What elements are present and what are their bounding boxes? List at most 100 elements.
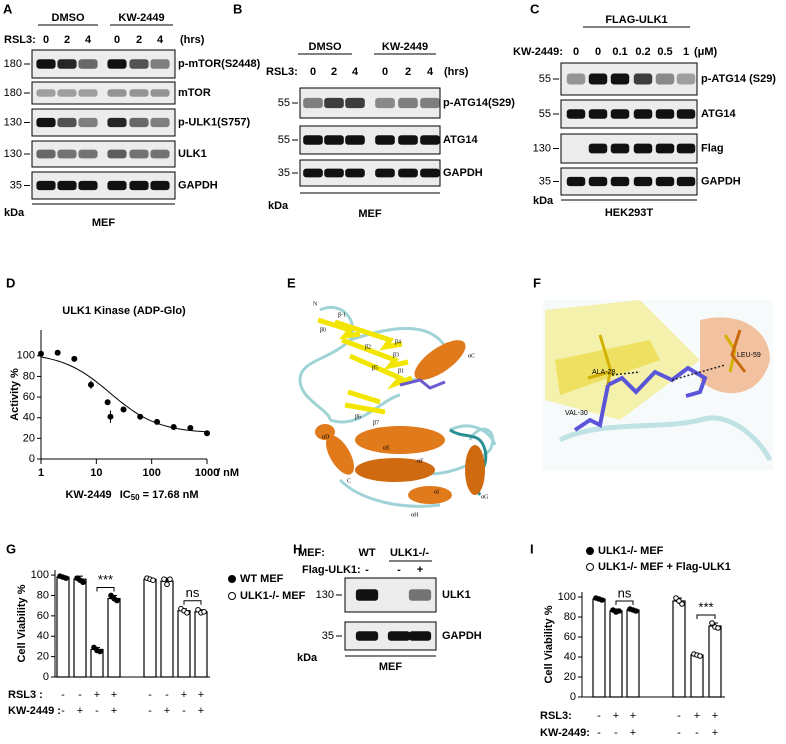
- structure-annotation: αD: [322, 434, 330, 440]
- y-tick-label: 20: [37, 651, 49, 663]
- legend-label: WT MEF: [240, 573, 284, 585]
- condition-value: -: [61, 705, 65, 717]
- data-point: [170, 424, 177, 431]
- data-point: [107, 413, 114, 420]
- lane-label: -: [365, 564, 369, 576]
- panel-label: B: [233, 1, 242, 16]
- y-tick-label: 60: [23, 391, 35, 403]
- condition-value: -: [597, 727, 601, 739]
- blot-band: [676, 176, 696, 187]
- blot-band: [355, 589, 379, 601]
- structure-annotation: αG: [481, 494, 489, 500]
- y-tick-label: 100: [17, 350, 35, 362]
- panel-label: D: [6, 275, 15, 290]
- cell-label: MEF: [358, 208, 382, 220]
- lane-label: +: [417, 564, 423, 576]
- structure-annotation: VAL-30: [565, 410, 588, 417]
- panel-label: E: [287, 275, 296, 290]
- y-tick-label: 40: [564, 651, 576, 663]
- y-tick-label: 0: [43, 671, 49, 683]
- legend-label: ULK1-/- MEF + Flag-ULK1: [598, 561, 731, 573]
- protein-label: GAPDH: [443, 167, 483, 179]
- replicate-point: [201, 608, 207, 615]
- blot-band: [408, 589, 432, 601]
- blot-band: [57, 117, 77, 128]
- blot-band: [303, 97, 323, 109]
- lane-label: 4: [352, 66, 359, 78]
- blot-band: [107, 59, 127, 69]
- structure-annotation: LEU-59: [737, 352, 761, 359]
- kda-label: kDa: [297, 652, 318, 664]
- condition-value: +: [164, 705, 170, 717]
- blot-band: [398, 135, 418, 145]
- blot-band: [655, 176, 675, 187]
- blot-band: [107, 149, 127, 159]
- replicate-point: [164, 581, 170, 588]
- lane-label: 2: [64, 34, 70, 46]
- kda-label: kDa: [268, 200, 289, 212]
- condition-value: -: [95, 705, 99, 717]
- blot-band: [375, 135, 395, 145]
- protein-label: GAPDH: [701, 175, 741, 187]
- bar: [672, 600, 686, 698]
- blot-band: [57, 180, 77, 191]
- legend-marker: [228, 575, 236, 583]
- lane-label: -: [397, 564, 401, 576]
- structure-annotation: β2: [365, 344, 371, 350]
- structure-f-cartoon: [543, 300, 773, 470]
- protein-label: mTOR: [178, 87, 211, 99]
- replicate-point: [80, 579, 86, 586]
- condition-value: -: [165, 689, 169, 701]
- structure-annotation: β-1: [338, 312, 346, 318]
- lane-label: 0.2: [635, 46, 650, 58]
- mw-marker: 35: [322, 630, 334, 642]
- data-point: [187, 425, 194, 432]
- bar: [708, 625, 722, 698]
- mw-marker: 55: [278, 134, 290, 146]
- structure-e-cartoon: [298, 305, 497, 508]
- blot-band: [420, 135, 440, 145]
- structure-annotation: αI: [434, 489, 439, 495]
- significance-label: ns: [186, 585, 200, 600]
- y-tick-label: 20: [564, 671, 576, 683]
- lane-label: 0: [114, 34, 120, 46]
- structure-annotation: β1: [398, 368, 404, 374]
- replicate-point: [150, 577, 156, 583]
- header-label: FLAG-ULK1: [605, 14, 667, 26]
- y-tick-label: 0: [29, 453, 35, 465]
- treatment-label: RSL3:: [4, 34, 36, 46]
- blot-band: [129, 149, 149, 159]
- data-point: [87, 381, 94, 388]
- protein-label: ATG14: [443, 134, 479, 146]
- bar: [143, 578, 157, 678]
- y-tick-label: 60: [37, 610, 49, 622]
- condition-value: -: [78, 689, 82, 701]
- blot-band: [588, 176, 608, 187]
- group-label: DMSO: [309, 41, 342, 53]
- replicate-point: [97, 648, 103, 655]
- mw-marker: 130: [316, 589, 334, 601]
- condition-value: -: [148, 705, 152, 717]
- condition-value: +: [712, 710, 718, 722]
- blot-band: [655, 73, 675, 85]
- chart-title: ULK1 Kinase (ADP-Glo): [62, 305, 186, 317]
- y-tick-label: 0: [570, 691, 576, 703]
- blot-band: [387, 631, 411, 641]
- condition-value: +: [712, 727, 718, 739]
- data-point: [120, 406, 127, 413]
- blot-band: [303, 168, 323, 178]
- data-point: [137, 413, 144, 420]
- y-tick-label: 60: [564, 631, 576, 643]
- replicate-point: [161, 576, 167, 582]
- y-tick-label: 20: [23, 432, 35, 444]
- lane-label: 0: [595, 46, 601, 58]
- y-axis-label: Cell Viability %: [16, 584, 28, 662]
- bar: [107, 597, 121, 678]
- blot-band: [36, 89, 56, 97]
- mw-marker: 180: [4, 87, 22, 99]
- lane-label: 4: [157, 34, 164, 46]
- mw-marker: 180: [4, 58, 22, 70]
- condition-value: -: [597, 710, 601, 722]
- caption-ic-sub: 50: [131, 493, 140, 502]
- structure-annotation: αH: [411, 512, 419, 518]
